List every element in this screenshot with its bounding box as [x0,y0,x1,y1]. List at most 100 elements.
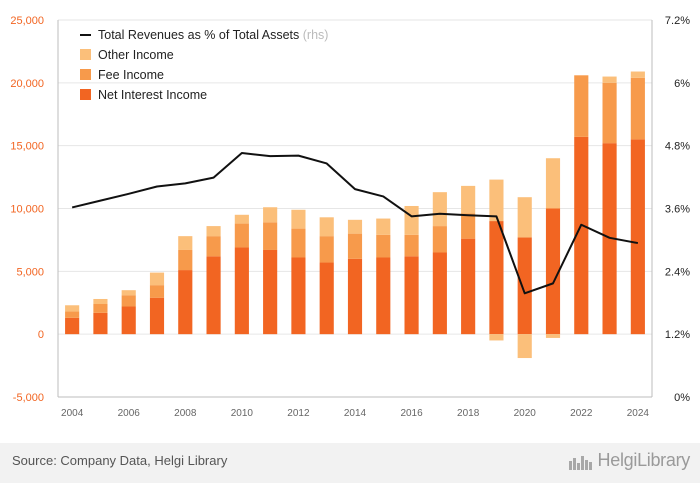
bar-other-income [121,290,136,296]
bar-other-income [263,207,278,223]
bar-fee-income [602,82,617,144]
source-text: Source: Company Data, Helgi Library [12,453,228,468]
bar-net-interest-income [376,257,391,335]
bar-other-income [489,179,504,222]
bar-other-income [319,217,334,237]
bar-net-interest-income [178,270,193,335]
line-total-revenues-pct-assets [71,151,639,295]
bar-fee-income [461,213,476,239]
bar-net-interest-income [206,256,221,335]
bar-net-interest-income [263,249,278,335]
bar-other-income [432,192,447,227]
bar-fee-income [206,236,221,257]
bar-net-interest-income [121,306,136,335]
chart: 25,000 20,000 15,000 10,000 5,000 0 -5,000 7.2%… [10,15,690,419]
x-axis-tick-label: 2020 [514,408,537,419]
bar-fee-income [376,234,391,258]
left-axis-tick-label: 25,000 [10,15,44,27]
bar-other-income [234,214,249,224]
bar-other-income-negative [517,334,532,359]
bar-fee-income [432,226,447,253]
x-axis-tick-label: 2006 [118,408,141,419]
footer: Source: Company Data, Helgi Library Helg… [0,443,700,483]
bar-other-income [461,185,476,214]
right-axis-tick-label: 4.8% [665,141,690,153]
bar-net-interest-income [432,252,447,335]
left-axis-tick-label: 15,000 [10,141,44,153]
legend-label-total-revenues: Total Revenues as % of Total Assets (rhs… [98,28,328,42]
x-axis-tick-label: 2012 [287,408,310,419]
library-icon [568,455,592,470]
x-axis-tick-label: 2014 [344,408,367,419]
legend-swatch [80,69,91,80]
right-axis-tick-label: 3.6% [665,204,690,216]
bar-other-income [517,197,532,238]
right-axis-tick-label: 0% [674,392,690,404]
logo-text: HelgiLibrary [597,450,691,470]
bar-net-interest-income [517,237,532,335]
line-series [71,151,639,295]
bar-other-income [404,205,419,235]
bar-fee-income [234,223,249,248]
bar-fee-income [121,295,136,307]
bar-fee-income [291,228,306,258]
right-axis-tick-label: 2.4% [665,266,690,278]
bar-fee-income [93,304,108,313]
bar-other-income [178,236,193,250]
legend: Total Revenues as % of Total Assets (rhs… [80,28,328,102]
legend-label: Net Interest Income [98,88,207,102]
bar-other-income [65,305,80,312]
right-axis-tick-label: 7.2% [665,15,690,27]
bar-other-income [630,71,645,78]
bar-fee-income [347,233,363,259]
bar-net-interest-income [545,208,561,335]
bar-other-income [602,76,617,83]
x-axis-tick-label: 2010 [231,408,254,419]
x-axis-tick-label: 2008 [174,408,197,419]
x-axis-tick-label: 2018 [457,408,480,419]
bars [65,71,645,359]
bar-net-interest-income [149,297,165,335]
bar-net-interest-income [319,262,334,335]
bar-net-interest-income [574,136,589,335]
x-axis-tick-label: 2004 [61,408,84,419]
x-axis-tick-label: 2022 [570,408,593,419]
bar-other-income [93,298,108,305]
bar-fee-income [263,222,278,250]
left-axis-tick-label: 5,000 [16,266,44,278]
bar-other-income [376,218,391,235]
legend-label: Other Income [98,48,174,62]
legend-swatch [80,89,91,100]
bar-fee-income [319,236,334,263]
bar-other-income [149,272,165,286]
right-axis-tick-label: 6% [674,78,690,90]
bar-fee-income [149,285,165,298]
bar-other-income [206,226,221,237]
legend-label: Fee Income [98,68,164,82]
bar-fee-income [178,249,193,271]
x-axis-tick-label: 2016 [400,408,423,419]
bar-fee-income [404,234,419,257]
axes: 25,000 20,000 15,000 10,000 5,000 0 -5,000 7.2%… [10,15,690,419]
bar-net-interest-income [347,258,363,335]
bar-net-interest-income [489,221,504,335]
bar-other-income-negative [545,334,561,338]
bar-other-income [291,209,306,229]
bar-net-interest-income [461,238,476,335]
bar-net-interest-income [630,139,645,335]
left-axis-tick-label: 0 [38,329,44,341]
bar-fee-income [65,311,80,318]
bar-fee-income [630,77,645,140]
legend-swatch [80,49,91,60]
left-axis-tick-label: -5,000 [13,392,44,404]
bar-other-income [347,219,363,234]
bar-net-interest-income [404,256,419,335]
right-axis-tick-label: 1.2% [665,329,690,341]
bar-fee-income [574,75,589,137]
x-axis-tick-label: 2024 [627,408,650,419]
bar-net-interest-income [65,317,80,335]
bar-net-interest-income [234,247,249,335]
bar-net-interest-income [291,257,306,335]
left-axis-tick-label: 10,000 [10,204,44,216]
helgi-library-logo: HelgiLibrary [568,450,690,471]
